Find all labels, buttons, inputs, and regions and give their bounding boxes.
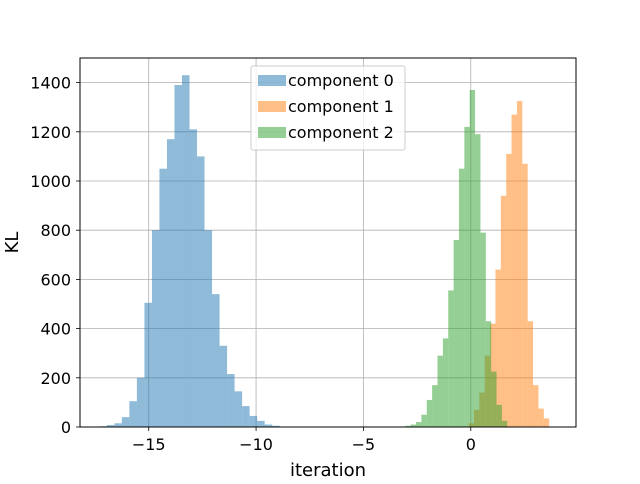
histogram-bar bbox=[227, 374, 235, 427]
histogram-bar bbox=[448, 290, 453, 427]
histogram-bar bbox=[480, 233, 485, 427]
x-axis-label: iteration bbox=[290, 460, 366, 480]
histogram-bar bbox=[432, 385, 437, 427]
histogram-bar bbox=[212, 294, 220, 427]
histogram-bar bbox=[544, 418, 549, 427]
histogram-bar bbox=[190, 129, 198, 427]
histogram-bar bbox=[470, 90, 475, 427]
histogram-bar bbox=[522, 164, 527, 427]
histogram-bar bbox=[159, 169, 167, 427]
y-tick-label: 1400 bbox=[30, 74, 71, 93]
histogram-bar bbox=[464, 127, 469, 427]
x-tick-label: −10 bbox=[239, 435, 273, 454]
legend-swatch bbox=[258, 101, 286, 112]
histogram-bar bbox=[443, 338, 448, 427]
histogram-bar bbox=[533, 385, 538, 427]
histogram-bar bbox=[416, 422, 421, 427]
histogram-bar bbox=[454, 240, 459, 427]
histogram-bar bbox=[197, 156, 205, 427]
histogram-bar bbox=[220, 346, 228, 427]
histogram-bar bbox=[250, 416, 258, 427]
histogram-bar bbox=[517, 101, 522, 427]
legend: component 0 component 1 component 2 bbox=[251, 66, 405, 150]
y-tick-label: 1200 bbox=[30, 123, 71, 142]
histogram-bar bbox=[242, 406, 250, 427]
histogram-bar bbox=[182, 75, 190, 427]
histogram-bar bbox=[486, 321, 491, 427]
histogram-bar bbox=[129, 401, 137, 427]
y-tick-label: 0 bbox=[61, 418, 71, 437]
histogram-bar bbox=[174, 85, 182, 427]
histogram-bar bbox=[497, 405, 502, 427]
histogram-bar bbox=[475, 134, 480, 427]
x-tick-label: −15 bbox=[132, 435, 166, 454]
histogram-bar bbox=[438, 356, 443, 427]
y-tick-label: 1000 bbox=[30, 172, 71, 191]
histogram-bar bbox=[205, 230, 213, 427]
histogram-bar bbox=[459, 169, 464, 427]
histogram-bar bbox=[502, 421, 507, 427]
histogram-bar bbox=[528, 321, 533, 427]
histogram-bar bbox=[512, 115, 517, 427]
histogram-bar bbox=[506, 154, 511, 427]
y-axis-label: KL bbox=[2, 232, 23, 254]
x-tick-label: −5 bbox=[352, 435, 376, 454]
histogram-bar bbox=[421, 415, 426, 427]
histogram-bar bbox=[137, 378, 145, 427]
y-tick-label: 800 bbox=[40, 221, 71, 240]
histogram-bar bbox=[152, 230, 160, 427]
legend-label: component 1 bbox=[288, 97, 394, 116]
legend-label: component 0 bbox=[288, 71, 394, 90]
histogram-bar bbox=[144, 303, 152, 427]
histogram-bar bbox=[538, 409, 543, 427]
legend-swatch bbox=[258, 75, 286, 86]
y-tick-label: 600 bbox=[40, 270, 71, 289]
x-tick-label: 0 bbox=[466, 435, 476, 454]
histogram-bar bbox=[427, 400, 432, 427]
legend-swatch bbox=[258, 127, 286, 138]
y-tick-label: 200 bbox=[40, 369, 71, 388]
histogram-bar bbox=[122, 417, 130, 427]
histogram-bar bbox=[257, 421, 265, 427]
histogram-bar bbox=[491, 372, 496, 427]
histogram-bar bbox=[501, 196, 506, 427]
histogram-bar bbox=[114, 423, 122, 427]
histogram-bar bbox=[235, 391, 243, 427]
histogram-bar bbox=[167, 139, 175, 427]
y-tick-label: 400 bbox=[40, 320, 71, 339]
legend-label: component 2 bbox=[288, 123, 394, 142]
